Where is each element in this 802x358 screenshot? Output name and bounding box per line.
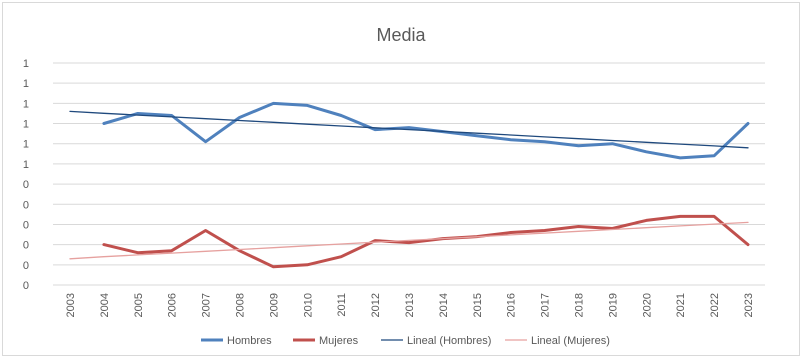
y-tick-label: 1 [23, 159, 29, 171]
y-axis-ticks: 0 0 0 0 0 0 1 1 1 1 1 1 [23, 58, 29, 292]
x-tick-label: 2008 [234, 293, 246, 317]
x-tick-label: 2019 [607, 293, 619, 317]
chart-title: Media [376, 25, 426, 45]
y-tick-label: 1 [23, 58, 29, 70]
y-tick-label: 0 [23, 240, 29, 252]
series-line-hombres [102, 101, 750, 160]
x-tick-label: 2011 [336, 293, 348, 317]
x-tick-label: 2012 [370, 293, 382, 317]
legend-label: Hombres [227, 335, 272, 347]
legend: Hombres Mujeres Lineal (Hombres) Lineal (Mu… [201, 335, 610, 347]
x-tick-label: 2015 [472, 293, 484, 317]
x-tick-label: 2023 [743, 293, 755, 317]
x-tick-label: 2021 [675, 293, 687, 317]
y-tick-label: 0 [23, 219, 29, 231]
series-lines [69, 101, 750, 269]
x-tick-label: 2006 [167, 293, 179, 317]
gridlines [53, 62, 765, 286]
y-tick-label: 0 [23, 179, 29, 191]
x-tick-label: 2004 [99, 293, 111, 317]
x-axis-ticks: 2003 2004 2005 2006 2007 2008 2009 2010 2011 2012… [65, 293, 755, 317]
y-tick-label: 0 [23, 260, 29, 272]
y-tick-label: 0 [23, 280, 29, 292]
x-tick-label: 2007 [201, 293, 213, 317]
x-tick-label: 2003 [65, 293, 77, 317]
series-line-mujeres [102, 214, 750, 269]
x-tick-label: 2016 [506, 293, 518, 317]
y-tick-label: 1 [23, 139, 29, 151]
x-tick-label: 2009 [268, 293, 280, 317]
y-tick-label: 1 [23, 98, 29, 110]
y-tick-label: 0 [23, 199, 29, 211]
y-tick-label: 1 [23, 119, 29, 131]
x-tick-label: 2014 [438, 293, 450, 317]
series-line-lineal-mujeres [69, 221, 749, 260]
legend-label: Lineal (Mujeres) [531, 335, 610, 347]
x-tick-label: 2010 [302, 293, 314, 317]
x-tick-label: 2018 [574, 293, 586, 317]
x-tick-label: 2020 [641, 293, 653, 317]
x-tick-label: 2005 [133, 293, 145, 317]
x-tick-label: 2017 [540, 293, 552, 317]
series-line-lineal-hombres [69, 110, 749, 149]
legend-label: Lineal (Hombres) [407, 335, 491, 347]
x-tick-label: 2013 [404, 293, 416, 317]
legend-label: Mujeres [319, 335, 359, 347]
x-tick-label: 2022 [709, 293, 721, 317]
y-tick-label: 1 [23, 78, 29, 90]
